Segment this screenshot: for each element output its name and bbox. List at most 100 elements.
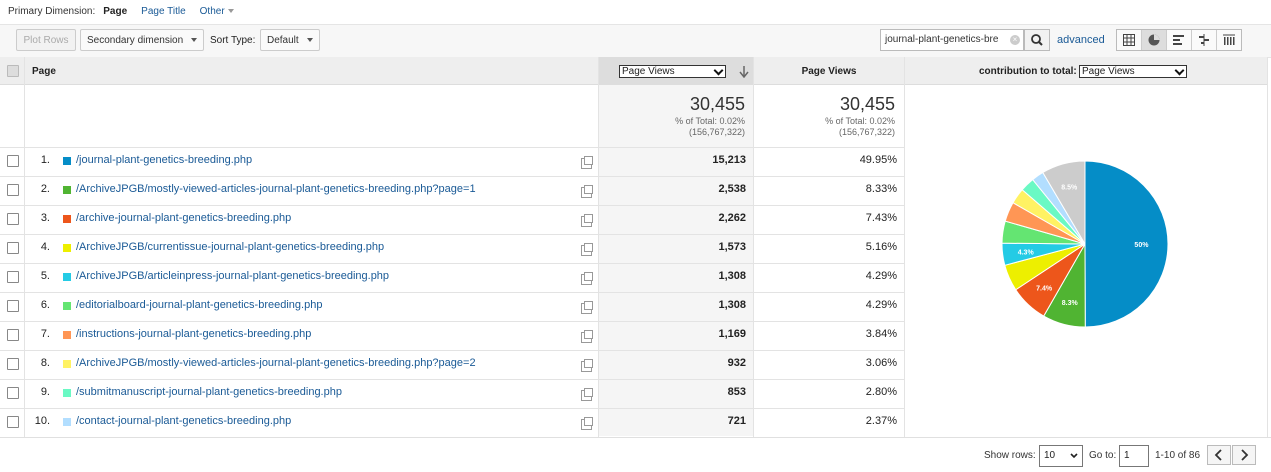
open-page-icon[interactable] bbox=[581, 272, 593, 285]
open-page-icon[interactable] bbox=[581, 359, 593, 372]
chevron-down-icon bbox=[306, 38, 313, 43]
chevron-down-icon bbox=[1070, 453, 1078, 459]
row-number: 9. bbox=[40, 386, 50, 398]
pivot-view-icon[interactable] bbox=[1217, 30, 1241, 50]
open-page-icon[interactable] bbox=[581, 301, 593, 314]
primary-dimension-bar: Primary Dimension: Page Page Title Other bbox=[8, 4, 248, 18]
search-button[interactable] bbox=[1024, 29, 1050, 51]
row-number: 2. bbox=[40, 183, 50, 195]
sort-type-dropdown[interactable]: Default bbox=[260, 29, 320, 51]
row-divider bbox=[0, 263, 904, 264]
row-divider bbox=[0, 234, 904, 235]
page-link[interactable]: /archive-journal-plant-genetics-breeding… bbox=[76, 212, 292, 224]
row-pageviews-sorted: 15,213 bbox=[712, 154, 746, 166]
bar-view-icon[interactable] bbox=[1167, 30, 1192, 50]
secondary-dimension-label: Secondary dimension bbox=[87, 35, 184, 46]
chevron-down-icon bbox=[227, 8, 234, 13]
row-checkbox[interactable] bbox=[7, 271, 19, 283]
row-color-swatch bbox=[63, 360, 71, 368]
select-all-checkbox[interactable] bbox=[7, 65, 19, 77]
row-color-swatch bbox=[63, 389, 71, 397]
row-checkbox[interactable] bbox=[7, 242, 19, 254]
row-pageviews-sorted: 2,262 bbox=[718, 212, 746, 224]
page-link[interactable]: /ArchiveJPGB/currentissue-journal-plant-… bbox=[76, 241, 385, 253]
pageviews-column-label[interactable]: Page Views bbox=[801, 66, 857, 77]
page-link[interactable]: /contact-journal-plant-genetics-breeding… bbox=[76, 415, 292, 427]
chevron-down-icon bbox=[1174, 65, 1185, 76]
row-divider bbox=[0, 350, 904, 351]
row-checkbox[interactable] bbox=[7, 358, 19, 370]
open-page-icon[interactable] bbox=[581, 417, 593, 430]
show-rows-label: Show rows: bbox=[984, 450, 1036, 461]
show-rows-select[interactable]: 10 bbox=[1039, 445, 1083, 467]
open-page-icon[interactable] bbox=[581, 185, 593, 198]
row-pageviews-sorted: 1,308 bbox=[718, 299, 746, 311]
next-page-button[interactable] bbox=[1232, 445, 1256, 465]
page-range: 1-10 of 86 bbox=[1155, 450, 1201, 461]
open-page-icon[interactable] bbox=[581, 156, 593, 169]
pie-slice-label: 4.3% bbox=[1018, 249, 1035, 256]
row-pageviews-sorted: 932 bbox=[727, 357, 746, 369]
row-contribution-percent: 2.37% bbox=[865, 415, 897, 427]
page-link[interactable]: /ArchiveJPGB/mostly-viewed-articles-jour… bbox=[76, 183, 476, 195]
page-link[interactable]: /ArchiveJPGB/articleinpress-journal-plan… bbox=[76, 270, 390, 282]
metric-select-value: Page Views bbox=[622, 66, 675, 77]
contribution-column-header: contribution to total: Page Views bbox=[905, 57, 1267, 85]
pie-slice[interactable] bbox=[1084, 160, 1169, 328]
view-switcher bbox=[1116, 29, 1242, 51]
secondary-dimension-dropdown[interactable]: Secondary dimension bbox=[80, 29, 204, 51]
row-contribution-percent: 4.29% bbox=[865, 299, 897, 311]
metric-column-header: Page Views bbox=[599, 57, 753, 85]
row-checkbox[interactable] bbox=[7, 416, 19, 428]
row-contribution-percent: 5.16% bbox=[865, 241, 897, 253]
pie-slice[interactable] bbox=[1042, 160, 1086, 246]
row-pageviews-sorted: 1,573 bbox=[718, 241, 746, 253]
open-page-icon[interactable] bbox=[581, 388, 593, 401]
table-view-icon[interactable] bbox=[1117, 30, 1142, 50]
page-link[interactable]: /instructions-journal-plant-genetics-bre… bbox=[76, 328, 312, 340]
row-contribution-percent: 3.84% bbox=[865, 328, 897, 340]
page-link[interactable]: /editorialboard-journal-plant-genetics-b… bbox=[76, 299, 323, 311]
total-base-sorted: (156,767,322) bbox=[688, 127, 745, 137]
open-page-icon[interactable] bbox=[581, 214, 593, 227]
dimension-other[interactable]: Other bbox=[200, 6, 234, 17]
pie-view-icon[interactable] bbox=[1142, 30, 1167, 50]
comparison-view-icon[interactable] bbox=[1192, 30, 1217, 50]
dimension-other-label: Other bbox=[199, 5, 225, 17]
row-checkbox[interactable] bbox=[7, 184, 19, 196]
row-contribution-percent: 7.43% bbox=[865, 212, 897, 224]
row-divider bbox=[0, 292, 904, 293]
row-color-swatch bbox=[63, 331, 71, 339]
sort-descending-icon[interactable] bbox=[739, 66, 749, 78]
row-checkbox[interactable] bbox=[7, 300, 19, 312]
page-link[interactable]: /submitmanuscript-journal-plant-genetics… bbox=[76, 386, 342, 398]
goto-input[interactable]: 1 bbox=[1119, 445, 1149, 467]
row-pageviews-sorted: 1,308 bbox=[718, 270, 746, 282]
plot-rows-button[interactable]: Plot Rows bbox=[16, 29, 76, 51]
dimension-page-title[interactable]: Page Title bbox=[141, 5, 186, 17]
contribution-select[interactable]: Page Views bbox=[1079, 65, 1187, 78]
search-input-value: journal-plant-genetics-bre bbox=[885, 34, 999, 45]
previous-page-button[interactable] bbox=[1207, 445, 1231, 465]
contribution-select-value: Page Views bbox=[1082, 66, 1135, 77]
open-page-icon[interactable] bbox=[581, 330, 593, 343]
row-checkbox[interactable] bbox=[7, 213, 19, 225]
row-pageviews-sorted: 2,538 bbox=[718, 183, 746, 195]
page-link[interactable]: /journal-plant-genetics-breeding.php bbox=[76, 154, 253, 166]
search-input[interactable]: journal-plant-genetics-bre × bbox=[880, 29, 1024, 51]
row-checkbox[interactable] bbox=[7, 387, 19, 399]
metric-select[interactable]: Page Views bbox=[619, 65, 726, 78]
advanced-link[interactable]: advanced bbox=[1057, 34, 1105, 46]
dimension-page[interactable]: Page bbox=[103, 5, 128, 17]
pie-slice-label: 8.5% bbox=[1061, 184, 1078, 191]
clear-icon[interactable]: × bbox=[1010, 35, 1020, 45]
row-color-swatch bbox=[63, 186, 71, 194]
row-checkbox[interactable] bbox=[7, 329, 19, 341]
row-pageviews-sorted: 1,169 bbox=[718, 328, 746, 340]
row-checkbox[interactable] bbox=[7, 155, 19, 167]
row-divider bbox=[0, 147, 904, 148]
page-column-label[interactable]: Page bbox=[32, 66, 56, 77]
open-page-icon[interactable] bbox=[581, 243, 593, 256]
page-link[interactable]: /ArchiveJPGB/mostly-viewed-articles-jour… bbox=[76, 357, 476, 369]
row-pageviews-sorted: 853 bbox=[727, 386, 746, 398]
